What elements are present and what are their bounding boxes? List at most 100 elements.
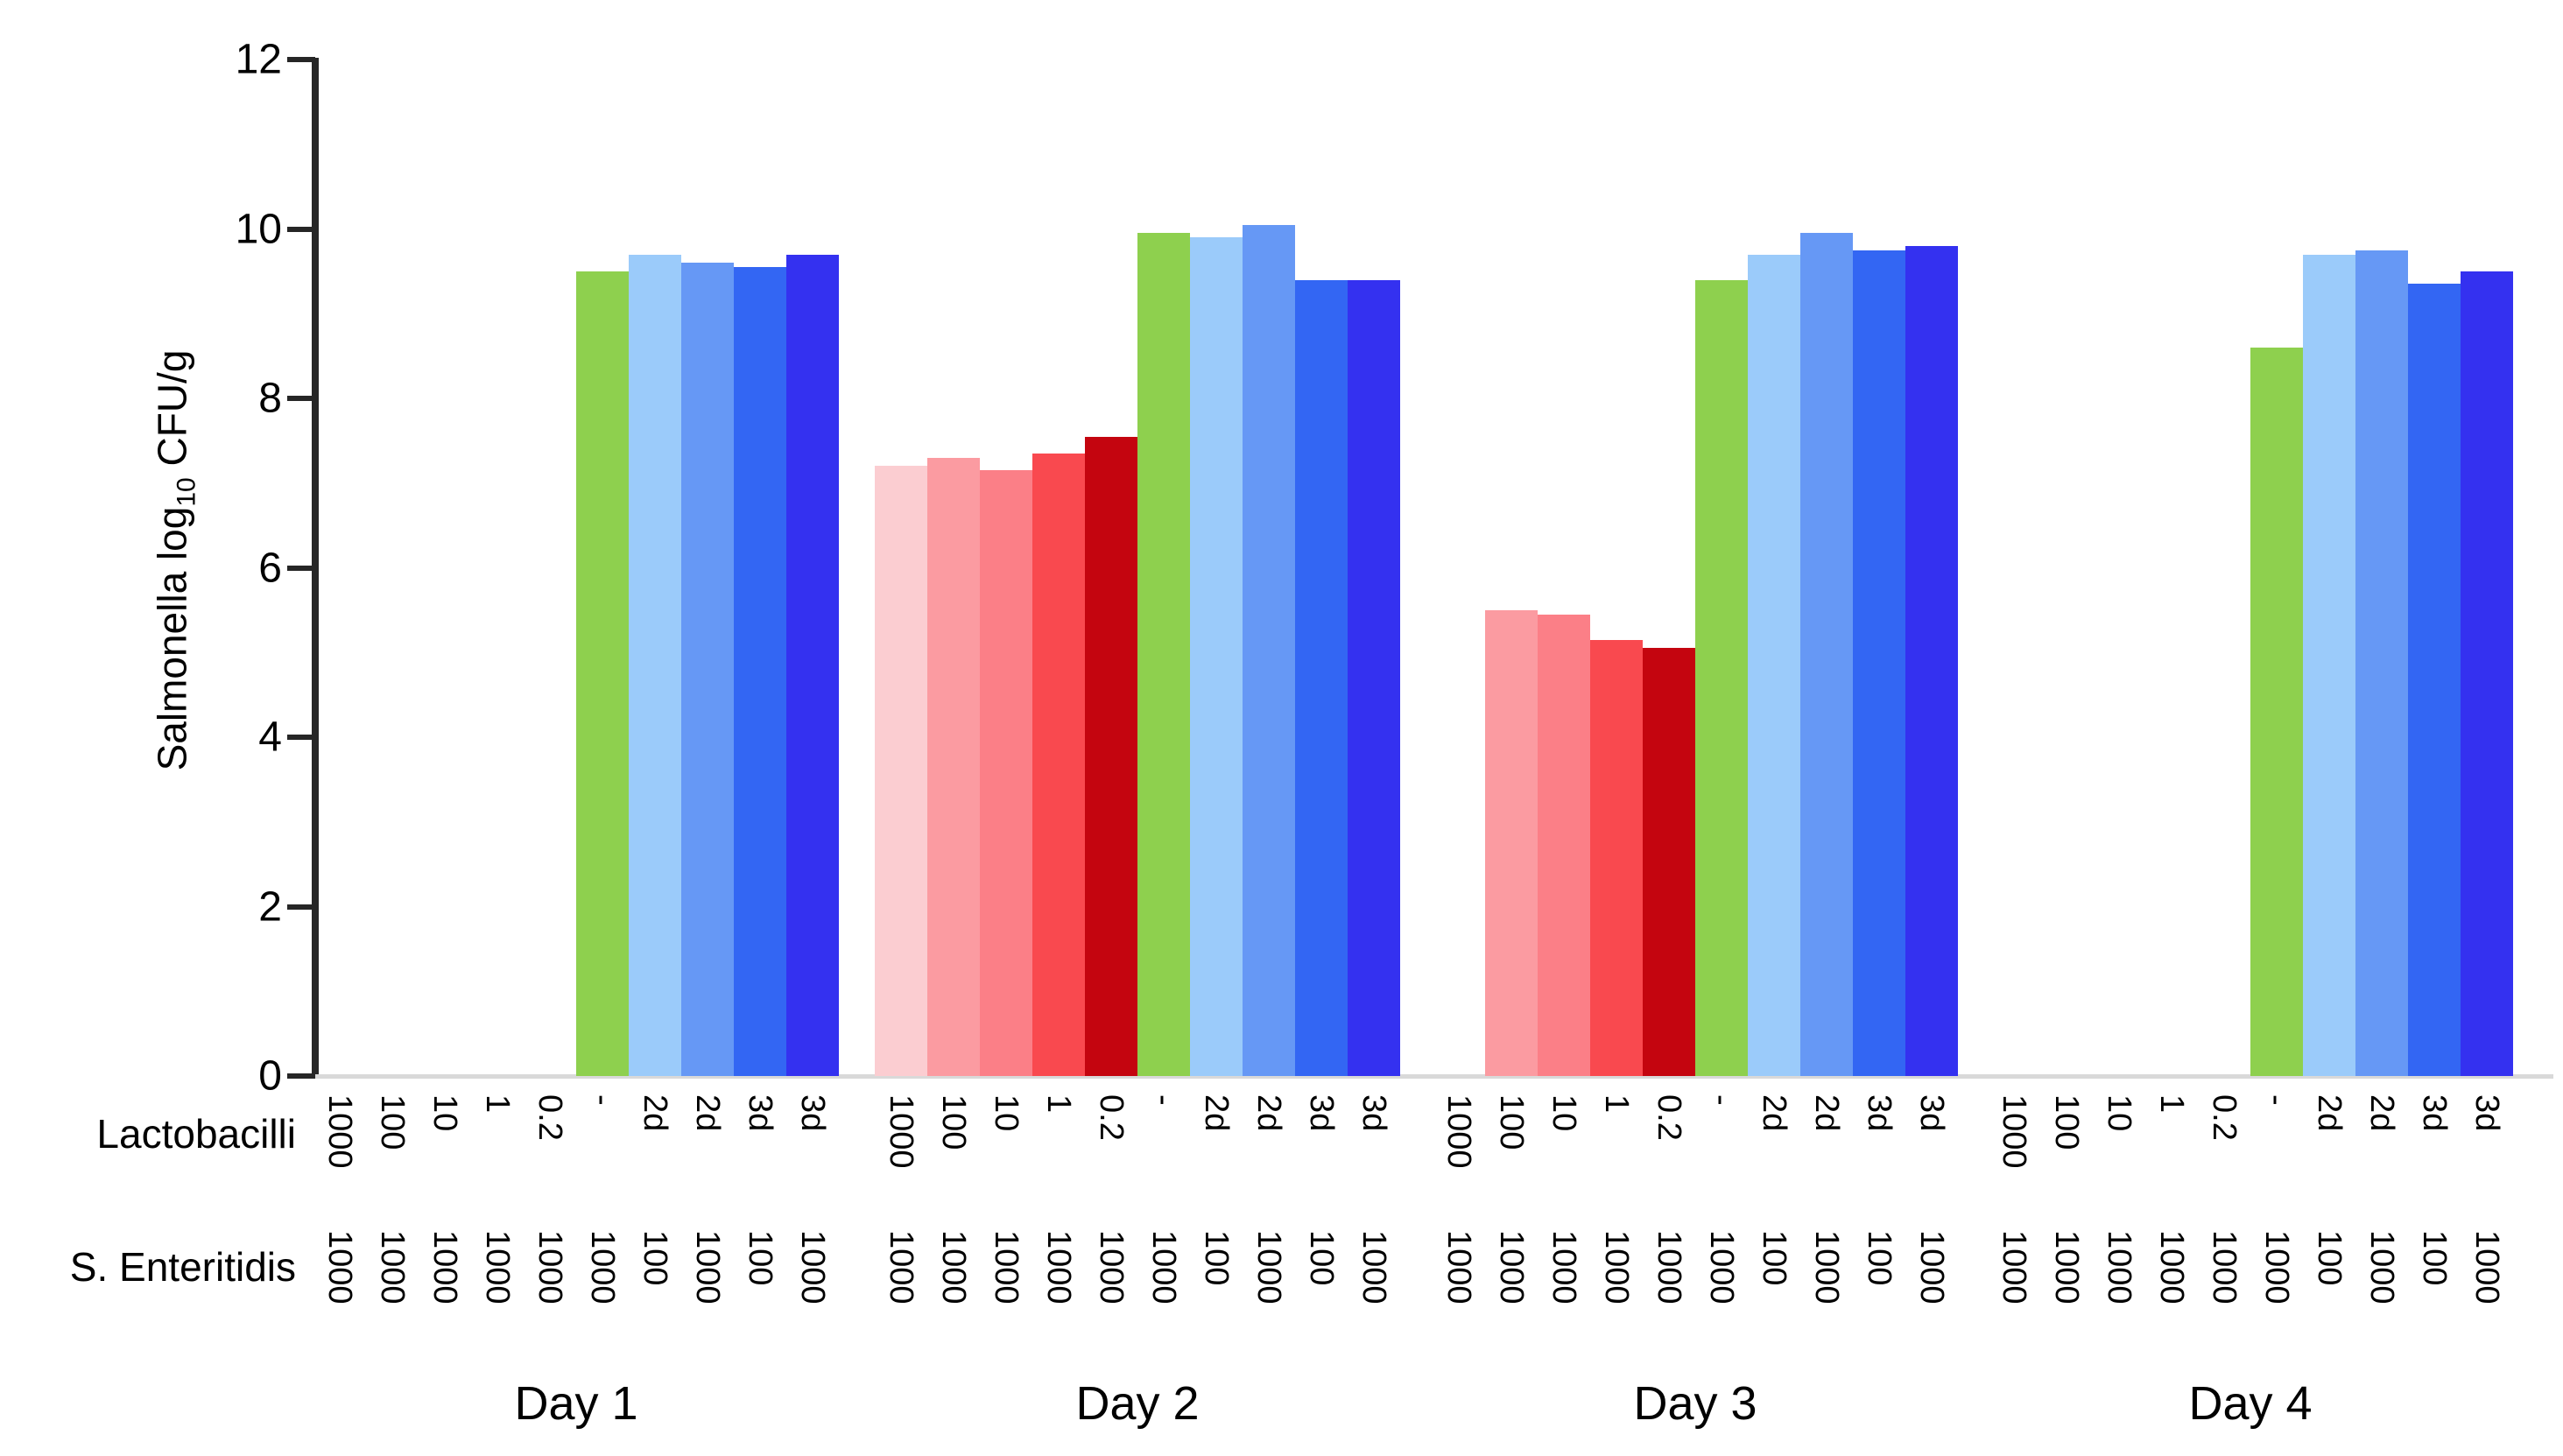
s-enteritidis-slot-label: 1000 bbox=[2363, 1230, 2400, 1305]
bar-day1-slot8 bbox=[681, 263, 734, 1076]
lactobacilli-slot-label: 2d bbox=[1198, 1094, 1235, 1132]
s-enteritidis-slot-label: 1000 bbox=[883, 1230, 919, 1305]
lactobacilli-slot-label: 2d bbox=[1756, 1094, 1792, 1132]
y-tick bbox=[287, 396, 315, 401]
s-enteritidis-slot-label: 1000 bbox=[1598, 1230, 1635, 1305]
lactobacilli-slot-label: 1 bbox=[479, 1094, 516, 1114]
bar-day2-slot2 bbox=[927, 457, 980, 1076]
y-tick bbox=[287, 57, 315, 62]
bar-day3-slot5 bbox=[1643, 648, 1695, 1076]
lactobacilli-slot-label: 100 bbox=[2048, 1094, 2085, 1150]
lactobacilli-slot-label: 3d bbox=[1355, 1094, 1392, 1132]
lactobacilli-slot-label: - bbox=[1703, 1094, 1740, 1106]
lactobacilli-slot-label: 1000 bbox=[883, 1094, 919, 1169]
s-enteritidis-slot-label: 1000 bbox=[532, 1230, 568, 1305]
lactobacilli-slot-label: 2d bbox=[2311, 1094, 2348, 1132]
s-enteritidis-slot-label: 1000 bbox=[1703, 1230, 1740, 1305]
bar-day3-slot6 bbox=[1695, 279, 1748, 1076]
bar-day2-slot3 bbox=[980, 470, 1032, 1076]
bar-day3-slot2 bbox=[1485, 609, 1538, 1076]
s-enteritidis-slot-label: 1000 bbox=[2153, 1230, 2190, 1305]
bar-day1-slot6 bbox=[576, 271, 629, 1076]
lactobacilli-slot-label: 1000 bbox=[321, 1094, 358, 1169]
lactobacilli-slot-label: 1 bbox=[1598, 1094, 1635, 1114]
s-enteritidis-slot-label: 1000 bbox=[2048, 1230, 2085, 1305]
bar-day1-slot7 bbox=[629, 254, 681, 1076]
bar-day4-slot10 bbox=[2461, 271, 2513, 1076]
lactobacilli-slot-label: 100 bbox=[935, 1094, 972, 1150]
y-axis-title-subscript: 10 bbox=[172, 477, 201, 507]
bar-day3-slot8 bbox=[1800, 233, 1853, 1076]
s-enteritidis-slot-label: 100 bbox=[1861, 1230, 1898, 1286]
y-tick-label: 4 bbox=[258, 714, 282, 761]
y-axis-line bbox=[312, 58, 319, 1079]
s-enteritidis-slot-label: 100 bbox=[1198, 1230, 1235, 1286]
bar-day2-slot5 bbox=[1085, 436, 1137, 1076]
lactobacilli-slot-label: 100 bbox=[374, 1094, 411, 1150]
s-enteritidis-slot-label: 1000 bbox=[1913, 1230, 1950, 1305]
bar-day2-slot6 bbox=[1137, 233, 1190, 1076]
lactobacilli-slot-label: 3d bbox=[1303, 1094, 1340, 1132]
s-enteritidis-slot-label: 1000 bbox=[1250, 1230, 1287, 1305]
lactobacilli-slot-label: 3d bbox=[1913, 1094, 1950, 1132]
s-enteritidis-slot-label: 1000 bbox=[2468, 1230, 2505, 1305]
lactobacilli-slot-label: 3d bbox=[2468, 1094, 2505, 1132]
lactobacilli-slot-label: 2d bbox=[1250, 1094, 1287, 1132]
s-enteritidis-slot-label: 1000 bbox=[2101, 1230, 2137, 1305]
s-enteritidis-slot-label: 100 bbox=[742, 1230, 778, 1286]
lactobacilli-slot-label: 10 bbox=[2101, 1094, 2137, 1132]
s-enteritidis-slot-label: 1000 bbox=[1355, 1230, 1392, 1305]
s-enteritidis-slot-label: 1000 bbox=[1996, 1230, 2032, 1305]
y-tick bbox=[287, 565, 315, 571]
lactobacilli-slot-label: 2d bbox=[1808, 1094, 1845, 1132]
day-label-2: Day 2 bbox=[1075, 1377, 1200, 1430]
y-tick-label: 10 bbox=[235, 206, 282, 252]
s-enteritidis-slot-label: 1000 bbox=[794, 1230, 831, 1305]
s-enteritidis-slot-label: 100 bbox=[2416, 1230, 2453, 1286]
bar-day3-slot7 bbox=[1748, 254, 1800, 1076]
y-tick bbox=[287, 904, 315, 910]
day-label-3: Day 3 bbox=[1633, 1377, 1757, 1430]
lactobacilli-slot-label: - bbox=[2258, 1094, 2295, 1106]
s-enteritidis-slot-label: 1000 bbox=[1440, 1230, 1477, 1305]
row-label-s-enteritidis: S. Enteritidis bbox=[69, 1244, 296, 1290]
s-enteritidis-slot-label: 1000 bbox=[1546, 1230, 1582, 1305]
s-enteritidis-slot-label: 1000 bbox=[584, 1230, 621, 1305]
lactobacilli-slot-label: 3d bbox=[794, 1094, 831, 1132]
lactobacilli-slot-label: - bbox=[1145, 1094, 1182, 1106]
y-tick-label: 12 bbox=[235, 36, 282, 83]
bar-day4-slot8 bbox=[2355, 250, 2408, 1076]
bar-day2-slot8 bbox=[1243, 224, 1295, 1076]
bar-day1-slot10 bbox=[786, 254, 839, 1076]
s-enteritidis-slot-label: 1000 bbox=[689, 1230, 726, 1305]
s-enteritidis-slot-label: 1000 bbox=[988, 1230, 1024, 1305]
y-tick-label: 0 bbox=[258, 1052, 282, 1100]
y-tick-label: 2 bbox=[258, 883, 282, 930]
bar-day4-slot7 bbox=[2303, 254, 2355, 1076]
lactobacilli-slot-label: 0.2 bbox=[1651, 1094, 1687, 1141]
day-label-4: Day 4 bbox=[2188, 1377, 2313, 1430]
lactobacilli-slot-label: 2d bbox=[689, 1094, 726, 1132]
bar-day2-slot10 bbox=[1348, 279, 1400, 1076]
lactobacilli-slot-label: - bbox=[584, 1094, 621, 1106]
bar-day2-slot9 bbox=[1295, 279, 1348, 1076]
lactobacilli-slot-label: 10 bbox=[1546, 1094, 1582, 1132]
row-label-lactobacilli: Lactobacilli bbox=[96, 1111, 296, 1157]
bar-day4-slot9 bbox=[2408, 284, 2461, 1076]
lactobacilli-slot-label: 1000 bbox=[1440, 1094, 1477, 1169]
s-enteritidis-slot-label: 1000 bbox=[1093, 1230, 1130, 1305]
s-enteritidis-slot-label: 1000 bbox=[1145, 1230, 1182, 1305]
s-enteritidis-slot-label: 1000 bbox=[2206, 1230, 2243, 1305]
y-tick-label: 6 bbox=[258, 545, 282, 591]
bar-day2-slot4 bbox=[1032, 453, 1085, 1076]
bar-day2-slot1 bbox=[875, 466, 927, 1076]
s-enteritidis-slot-label: 1000 bbox=[1808, 1230, 1845, 1305]
lactobacilli-slot-label: 1 bbox=[1040, 1094, 1077, 1114]
s-enteritidis-slot-label: 1000 bbox=[2258, 1230, 2295, 1305]
s-enteritidis-slot-label: 1000 bbox=[1040, 1230, 1077, 1305]
lactobacilli-slot-label: 1000 bbox=[1996, 1094, 2032, 1169]
bar-day3-slot4 bbox=[1590, 639, 1643, 1076]
lactobacilli-slot-label: 0.2 bbox=[2206, 1094, 2243, 1141]
y-tick bbox=[287, 226, 315, 232]
